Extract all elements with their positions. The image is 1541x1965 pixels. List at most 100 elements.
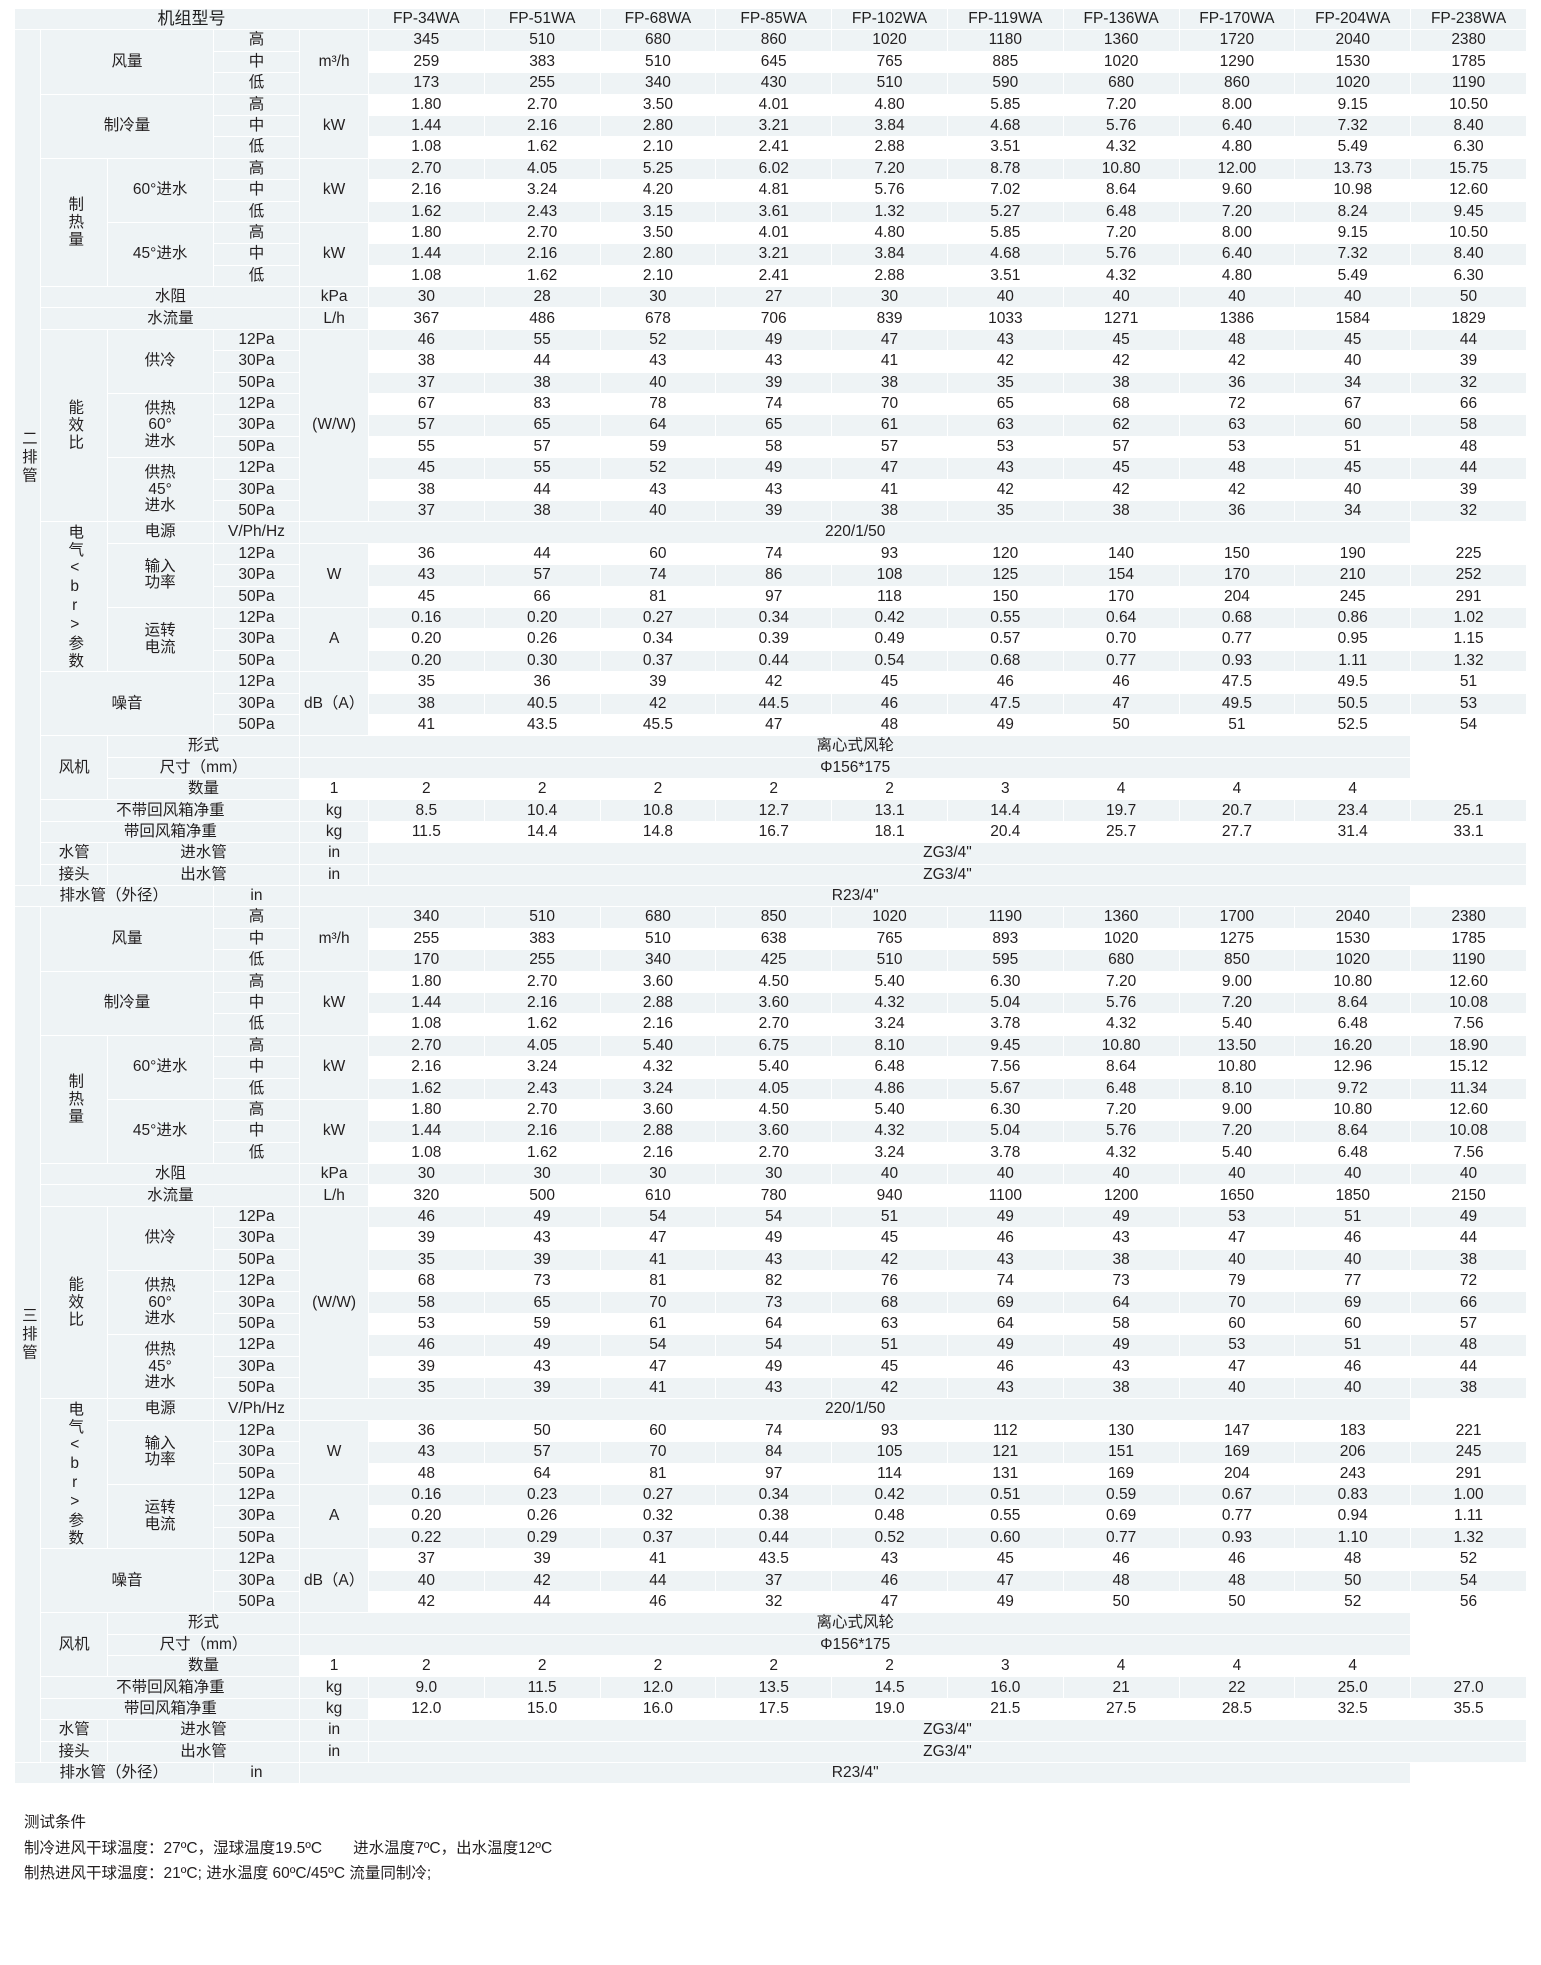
data-cell: 1785 xyxy=(1410,50,1527,74)
data-cell: 2040 xyxy=(1294,29,1412,52)
data-cell: 51 xyxy=(831,1205,948,1229)
data-cell: 6.02 xyxy=(715,157,833,181)
data-cell: 52 xyxy=(1294,1590,1412,1614)
data-cell: 0.60 xyxy=(946,1526,1064,1550)
row-label-cooling: 制冷量 xyxy=(40,970,214,1036)
data-cell: 1020 xyxy=(831,29,948,52)
data-cell: 255 xyxy=(483,949,601,972)
unit-in: in xyxy=(212,885,301,908)
data-cell: 10.80 xyxy=(1294,970,1412,993)
data-cell: 1100 xyxy=(946,1184,1064,1207)
data-cell: 30 xyxy=(483,1163,601,1186)
data-cell: 14.5 xyxy=(831,1676,948,1699)
data-cell: 53 xyxy=(1178,1205,1296,1229)
footer-line-3: 制热进风干球温度：21ºC; 进水温度 60ºC/45ºC 流量同制冷; xyxy=(24,1864,432,1882)
unit-in: in xyxy=(299,1719,369,1742)
row-label-supply-cool: 供冷 xyxy=(106,1205,214,1272)
data-cell: 0.57 xyxy=(946,628,1064,651)
data-cell: 40 xyxy=(1294,286,1412,309)
data-cell: 70 xyxy=(599,1441,717,1464)
data-cell: 2.88 xyxy=(599,991,717,1015)
data-cell: 1.00 xyxy=(1410,1483,1527,1507)
data-cell: 41 xyxy=(831,350,948,373)
data-cell: 893 xyxy=(946,927,1064,951)
data-cell: 183 xyxy=(1294,1419,1412,1443)
data-cell: 46 xyxy=(367,1205,485,1229)
data-cell: 32.5 xyxy=(1294,1697,1412,1721)
data-cell: 38 xyxy=(1410,1376,1527,1400)
data-cell: 8.00 xyxy=(1178,93,1296,116)
row-label-drain-pipe: 排水管（外径） xyxy=(14,1762,214,1785)
data-cell: 51 xyxy=(831,1334,948,1357)
data-cell: 40 xyxy=(1294,350,1412,373)
data-cell: 2.70 xyxy=(367,1034,485,1058)
data-cell: 46 xyxy=(1178,1548,1296,1571)
data-cell: 20.4 xyxy=(946,820,1064,844)
data-cell: 0.77 xyxy=(1062,1526,1180,1550)
data-cell: 49 xyxy=(946,713,1064,737)
row-label-eer: 能效比 xyxy=(40,1205,108,1400)
data-cell: 16.20 xyxy=(1294,1034,1412,1058)
table-row: 50Pa 37 38 40 39 38 35 38 36 34 32 xyxy=(15,499,1527,523)
data-cell: 4.05 xyxy=(483,1034,601,1058)
table-row: 30Pa 0.20 0.26 0.34 0.39 0.49 0.57 0.70 0.77 0.95… xyxy=(15,628,1527,651)
data-cell: 44 xyxy=(1410,457,1527,480)
data-cell: 68 xyxy=(831,1291,948,1314)
data-cell: 48 xyxy=(831,713,948,737)
data-cell: 83 xyxy=(483,393,601,416)
data-cell: 105 xyxy=(831,1441,948,1464)
data-cell: 50 xyxy=(483,1419,601,1443)
data-cell: 3.21 xyxy=(715,114,833,138)
data-cell: 0.94 xyxy=(1294,1505,1412,1528)
model-header-9: FP-238WA xyxy=(1410,7,1527,31)
data-cell: 383 xyxy=(483,50,601,74)
data-cell: 57 xyxy=(483,1441,601,1464)
table-row: 数量 1 2 2 2 2 2 3 4 4 4 xyxy=(15,1655,1527,1678)
data-cell: 2 xyxy=(599,1655,717,1678)
data-cell: 2.10 xyxy=(599,136,717,159)
level-mid: 中 xyxy=(212,179,301,202)
table-row: 水流量 L/h 367 486 678 706 839 1033 1271 1386 1584 182… xyxy=(15,307,1527,330)
data-cell: 51 xyxy=(1410,671,1527,694)
data-cell: 151 xyxy=(1062,1441,1180,1464)
data-cell: 1.08 xyxy=(367,1141,485,1165)
data-cell: 74 xyxy=(946,1270,1064,1293)
row-label-power-source: 电源 xyxy=(106,521,214,544)
data-cell: 16.7 xyxy=(715,820,833,844)
table-row: 带回风箱净重 kg 12.0 15.0 16.0 17.5 19.0 21.5 27.5 28.5… xyxy=(15,1697,1527,1721)
data-cell: 52 xyxy=(599,457,717,480)
data-cell: 2040 xyxy=(1294,906,1412,929)
data-cell: 48 xyxy=(1062,1569,1180,1592)
data-cell: 21 xyxy=(1062,1676,1180,1699)
data-cell: 150 xyxy=(946,585,1064,608)
data-cell: 2.10 xyxy=(599,264,717,288)
data-cell: 68 xyxy=(367,1270,485,1293)
data-cell: 42 xyxy=(831,1376,948,1400)
data-cell: 45 xyxy=(1294,328,1412,352)
data-cell: 2.88 xyxy=(831,136,948,159)
data-cell: 43 xyxy=(831,1548,948,1571)
data-cell: 204 xyxy=(1178,1462,1296,1485)
data-cell: 25.1 xyxy=(1410,799,1527,822)
level-high: 高 xyxy=(212,906,301,929)
data-cell: 44 xyxy=(1410,1355,1527,1379)
data-cell: 28.5 xyxy=(1178,1697,1296,1721)
data-cell: 43 xyxy=(1062,1227,1180,1250)
data-cell: 20.7 xyxy=(1178,799,1296,822)
side-label: 三排管 xyxy=(13,906,42,1764)
data-cell: 50 xyxy=(1062,713,1180,737)
data-cell: 37 xyxy=(367,499,485,523)
data-cell: 4.05 xyxy=(715,1077,833,1100)
data-cell: 60 xyxy=(599,542,717,566)
level-low: 低 xyxy=(212,72,301,95)
data-cell: 55 xyxy=(483,328,601,352)
data-cell: 510 xyxy=(483,906,601,929)
data-cell: 340 xyxy=(367,906,485,929)
data-cell: 40 xyxy=(599,371,717,395)
data-cell: 1.62 xyxy=(483,1141,601,1165)
data-cell: 1.62 xyxy=(483,136,601,159)
data-cell: 2.41 xyxy=(715,136,833,159)
level-high: 高 xyxy=(212,221,301,245)
level-high: 高 xyxy=(212,1034,301,1058)
data-cell: 43 xyxy=(715,478,833,501)
